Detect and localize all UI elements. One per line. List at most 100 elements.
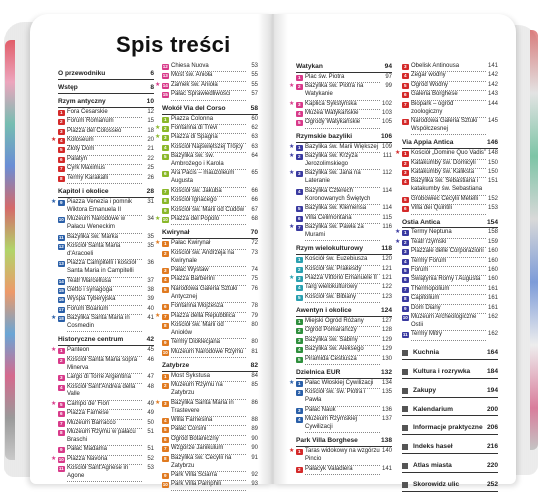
chapter-square-icon <box>402 349 408 356</box>
entry-number-badge: 3 <box>402 249 409 256</box>
star-icon: ★ <box>289 448 295 455</box>
star-icon: ★ <box>155 399 161 406</box>
chapter-heading: Informacje praktyczne 206 <box>402 421 498 436</box>
entry-title: Ogród Pomarańczy <box>305 327 380 337</box>
entry-number-badge: 2 <box>162 125 169 132</box>
entry-page: 18 <box>147 127 154 134</box>
toc-entry: 5 Bazylika św. św. Ambrożego i Karola 64 <box>162 153 258 171</box>
chapter-title: Skorowidz ulic <box>413 481 460 489</box>
entry-number-badge: 4 <box>296 417 303 424</box>
entry-number-badge: 4 <box>162 144 169 151</box>
section-heading: Kwirynał 70 <box>162 229 258 240</box>
entry-title: Muzeum Rzymskiej Cywilizacji <box>305 416 380 434</box>
entry-page: 45 <box>147 347 154 354</box>
entry-title: Ogrody Watykańskie <box>305 119 380 129</box>
entry-page: 160 <box>487 248 498 255</box>
toc-entry: 10 Muzeum Narodowe Rzymu 81 <box>162 349 258 359</box>
toc-entry: 12 Kościół Santa Maria d'Aracoeli 35 <box>58 242 154 261</box>
entry-title: Pałac Madama <box>67 446 142 456</box>
section-heading: Rzymskie bazyliki 106 <box>296 133 392 143</box>
entry-number-badge: 5 <box>402 82 409 89</box>
entry-title: Ogród Wodny <box>411 82 486 92</box>
entry-page: 31 <box>147 198 154 205</box>
section-heading: Rzym antyczny 10 <box>58 98 154 108</box>
entry-page: 48 <box>147 383 154 390</box>
star-icon: ★ <box>51 315 57 322</box>
toc-entry: 1 Most Sykstusa 84 <box>162 373 258 383</box>
entry-title: Kościół św. Andrzeja na Kwirynale <box>171 250 246 268</box>
section-page: 6 <box>150 70 154 77</box>
star-icon: ★ <box>395 238 401 245</box>
chapter-square-icon <box>402 368 408 375</box>
entry-title: Bazylika św. Marka <box>67 234 142 243</box>
chapter-title: Informacje praktyczne <box>413 424 483 432</box>
toc-entry: 6 Piazza Farnese 49 <box>58 410 154 420</box>
entry-number-badge: 10 <box>58 456 65 463</box>
entry-number-badge: 4 <box>162 418 169 425</box>
chapter-heading: Zakupy 194 <box>402 384 498 398</box>
toc-entry: 2 Katakumby św. Domicyli 150 <box>402 160 498 169</box>
toc-entry: 4 Zegar wodny 142 <box>402 72 498 82</box>
star-icon: ★ <box>51 400 57 407</box>
entry-number-badge: 1 <box>162 241 169 248</box>
entry-number-badge: 7 <box>58 420 65 427</box>
toc-entry: ★ 1 Pałac Kwirynał 72 <box>155 240 258 250</box>
entry-page: 35 <box>147 242 154 249</box>
entry-title: Kaplica Sykstyńska <box>305 101 380 111</box>
entry-page: 162 <box>487 331 498 338</box>
star-icon: ★ <box>289 143 295 150</box>
entry-title: Muzeum Rzymu na Zatybrzu <box>171 382 246 400</box>
toc-entry: 5 Ogród Wodny 142 <box>402 82 498 92</box>
entry-number-badge: 6 <box>58 156 65 163</box>
entry-number-badge: 5 <box>402 196 409 203</box>
chapter-square-icon <box>402 406 408 413</box>
toc-entry: 6 Ogród Botaniczny 90 <box>162 436 258 446</box>
page-title: Spis treści <box>116 32 231 57</box>
entry-page: 99 <box>385 83 392 90</box>
entry-title: Bazylika św. Klemensa <box>305 205 380 215</box>
entry-number-badge: 1 <box>296 319 303 326</box>
entry-page: 49 <box>147 400 154 407</box>
entry-number-badge: 2 <box>296 390 303 397</box>
toc-entry: 7 Wzgórze Janikulum 90 <box>162 445 258 455</box>
entry-page: 102 <box>381 100 392 107</box>
entry-title: Most św. Anioła <box>171 72 246 82</box>
toc-entry: ★ 3 Kaplica Sykstyńska 102 <box>289 100 392 111</box>
toc-entry: ★ 1 Panteon 45 <box>51 347 154 357</box>
entry-number-badge: 1 <box>58 348 65 355</box>
entry-page: 64 <box>251 153 258 160</box>
section-page: 146 <box>486 139 498 147</box>
entry-title: Ogród Botaniczny <box>171 436 246 446</box>
toc-entry: 2 Kościół św. Andrzeja na Kwirynale 73 <box>162 250 258 268</box>
entry-number-badge: 10 <box>162 349 169 356</box>
toc-entry: 6 Fontanna Mojżesza 78 <box>162 303 258 313</box>
toc-entry: 2 Kościół św. św. Piotra i Pawła 135 <box>296 389 392 407</box>
toc-entry: 2 Ogród Pomarańczy 128 <box>296 327 392 337</box>
toc-entry: ★ 7 Piazza della Repubblica 79 <box>155 313 258 322</box>
entry-number-badge: 3 <box>296 337 303 344</box>
right-page <box>272 14 516 484</box>
entry-page: 137 <box>381 416 392 423</box>
chapter-heading: Kalendarium 200 <box>402 403 498 417</box>
entry-page: 160 <box>487 267 498 274</box>
chapter-heading: Atlas miasta 220 <box>402 459 498 474</box>
toc-entry: 6 Ara Pacis – mauzoleum Augusta 65 <box>162 170 258 188</box>
entry-page: 37 <box>147 277 154 284</box>
entry-number-badge: 3 <box>296 407 303 414</box>
entry-number-badge: 5 <box>296 356 303 363</box>
chapter-title: Kalendarium <box>413 405 453 413</box>
entry-title: Pałac Wystaw <box>171 267 246 277</box>
entry-page: 35 <box>147 233 154 240</box>
entry-page: 135 <box>381 389 392 396</box>
toc-column-1: O przewodniku 6 Wstęp 8 Rzym antyczny 10 1 Fora… <box>51 70 154 483</box>
entry-title: Piazza del Colosseo <box>67 128 142 137</box>
entry-number-badge: 5 <box>296 294 303 301</box>
toc-entry: 4 Termy Forum 160 <box>402 258 498 268</box>
star-icon: ★ <box>289 274 295 281</box>
entry-number-badge: 10 <box>162 482 169 489</box>
entry-number-badge: 3 <box>162 268 169 275</box>
entry-page: 152 <box>487 195 498 202</box>
toc-entry: 6 Palatyn 22 <box>58 156 154 166</box>
entry-title: Bazylika św. Marii Większej <box>305 144 380 154</box>
